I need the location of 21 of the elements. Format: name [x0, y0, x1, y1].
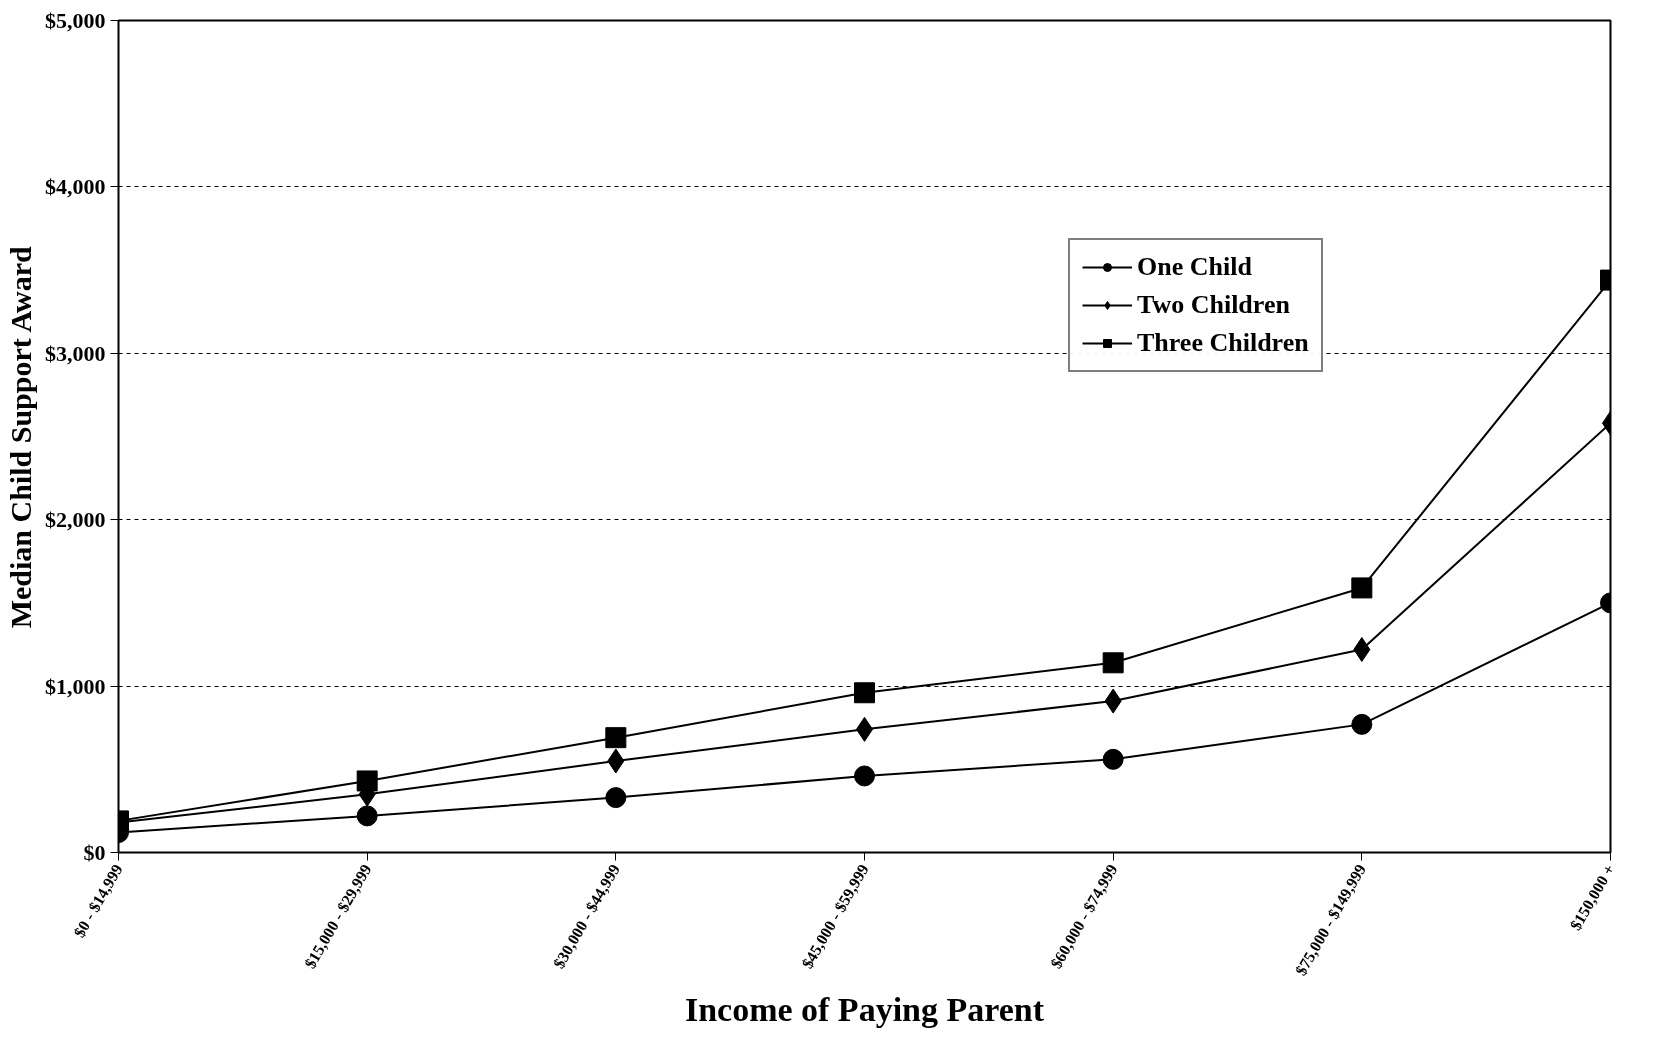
y-axis-title: Median Child Support Award [4, 246, 37, 629]
legend-label: Three Children [1137, 328, 1309, 358]
point [356, 770, 378, 792]
y-tick-label: $5,000 [45, 8, 106, 33]
point [1102, 652, 1124, 674]
point [854, 682, 875, 704]
x-axis-title: Income of Paying Parent [684, 990, 1045, 1028]
point [605, 727, 627, 749]
point [1102, 748, 1124, 770]
y-tick-label: $1,000 [45, 673, 106, 699]
point [605, 787, 627, 809]
point [1351, 577, 1373, 599]
point [1351, 713, 1373, 735]
legend-label: Two Children [1137, 290, 1290, 320]
legend-label: One Child [1137, 252, 1252, 282]
point [854, 765, 875, 787]
y-tick-label: $2,000 [45, 507, 106, 533]
point [356, 805, 378, 827]
y-tick-label: $0 [83, 840, 106, 865]
y-tick-label: $3,000 [45, 340, 106, 366]
y-tick-label: $4,000 [45, 174, 106, 200]
